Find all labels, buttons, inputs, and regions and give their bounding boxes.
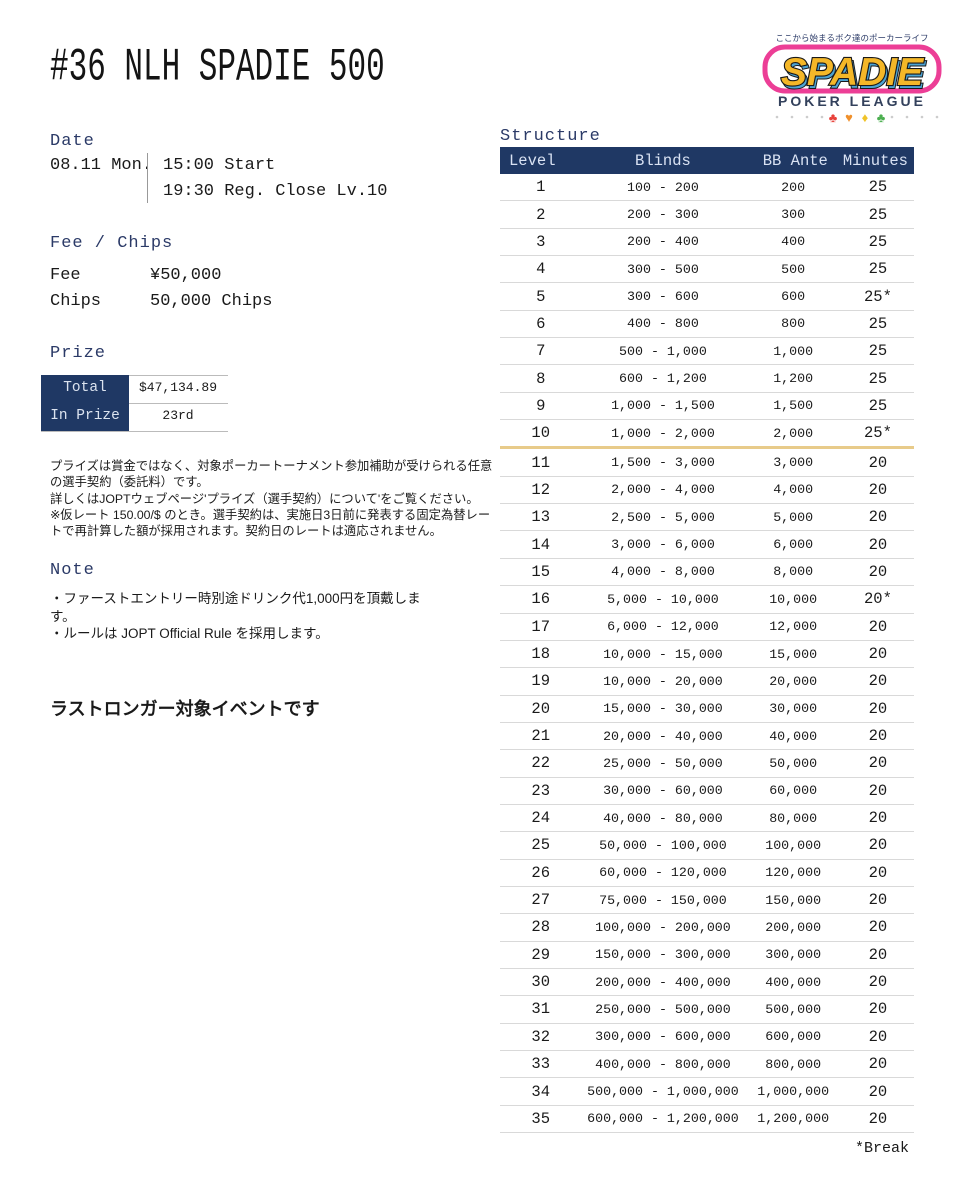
svg-text:♥: ♥ (845, 110, 853, 125)
svg-text:♣: ♣ (877, 110, 886, 125)
svg-text:#36 NLH SPADIE 500: #36 NLH SPADIE 500 (50, 41, 385, 94)
svg-text:SPADIE: SPADIE (781, 51, 924, 94)
svg-text:♦: ♦ (862, 110, 869, 125)
svg-text:POKER LEAGUE: POKER LEAGUE (778, 93, 926, 109)
svg-text:♣: ♣ (829, 110, 838, 125)
svg-text:ここから始まるボク達のポーカーライフ: ここから始まるボク達のポーカーライフ (775, 33, 928, 43)
